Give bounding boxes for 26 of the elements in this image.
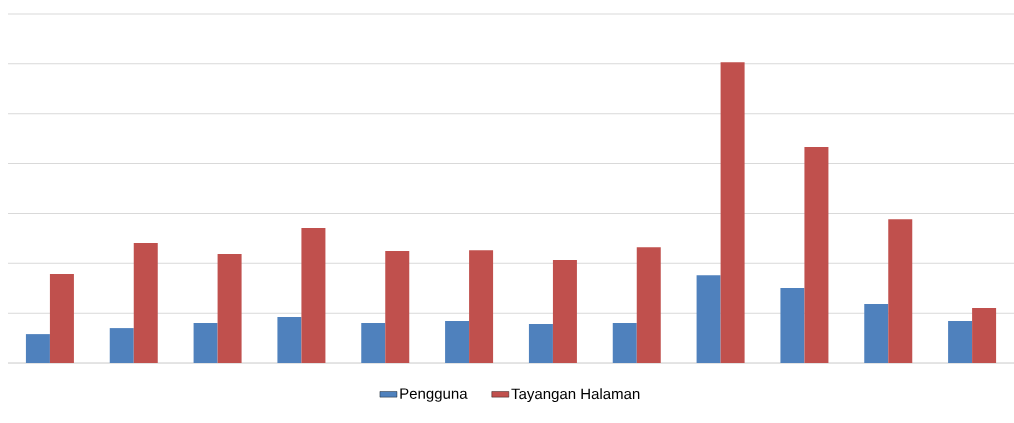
bar <box>385 251 410 363</box>
bar <box>804 146 829 363</box>
bar <box>301 227 326 363</box>
bar <box>528 323 553 363</box>
bar <box>888 219 913 363</box>
legend-label: Tayangan Halaman <box>511 388 640 403</box>
bar <box>720 62 745 363</box>
bar <box>469 250 494 363</box>
bar <box>780 288 805 363</box>
bar <box>696 275 721 363</box>
bar <box>636 247 661 363</box>
bar <box>445 320 470 363</box>
bar <box>133 242 158 363</box>
bar <box>864 304 889 363</box>
legend-label: Pengguna <box>400 388 468 402</box>
bar <box>612 322 637 363</box>
bar <box>193 322 218 363</box>
bar <box>25 334 50 363</box>
bar <box>972 307 997 363</box>
bar <box>552 260 577 363</box>
bar <box>49 273 74 363</box>
bar <box>217 254 242 363</box>
bar <box>277 316 302 363</box>
bar <box>948 320 973 363</box>
bar <box>109 328 134 363</box>
bar <box>361 322 386 363</box>
